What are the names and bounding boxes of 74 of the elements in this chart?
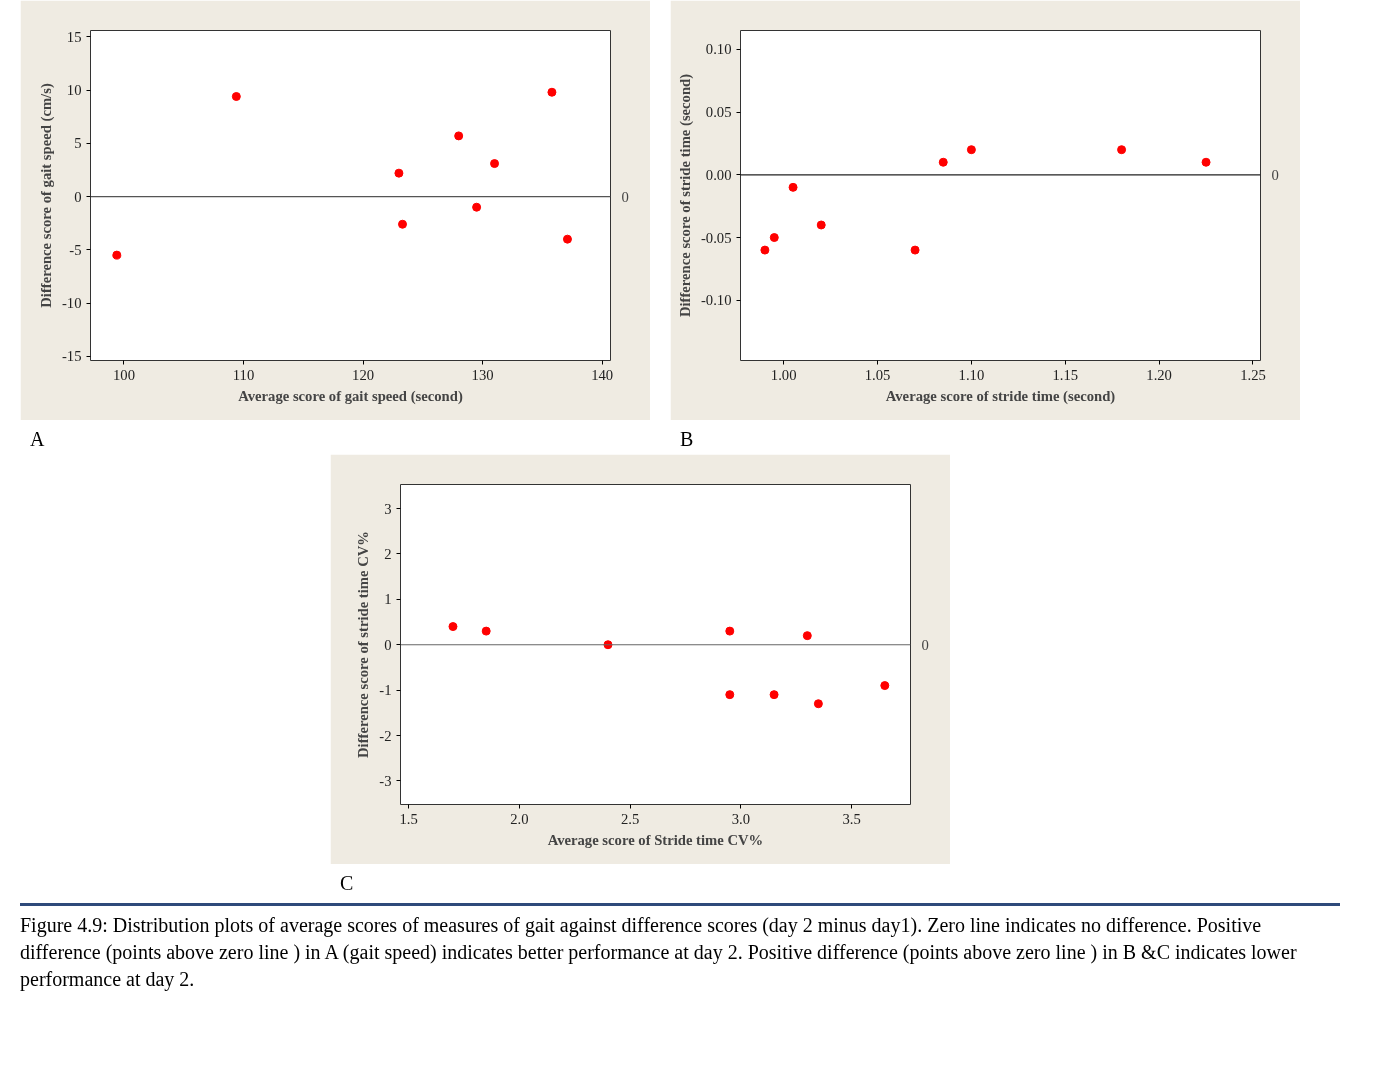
- x-tick-label: 140: [591, 366, 614, 383]
- x-tick-label: 130: [471, 366, 494, 383]
- point: [725, 626, 735, 636]
- y-axis-title: Difference score of stride time CV%: [355, 531, 372, 758]
- y-tick-label: -3: [379, 772, 392, 789]
- x-axis-title: Average score of Stride time CV%: [547, 831, 764, 848]
- x-tick-label: 3.0: [731, 810, 751, 827]
- x-tick-label: 1.25: [1240, 366, 1266, 383]
- y-tick-label: -2: [379, 727, 392, 744]
- point: [910, 245, 920, 255]
- point: [394, 168, 404, 178]
- point: [490, 159, 500, 169]
- y-tick-label: 0: [74, 188, 82, 205]
- point: [760, 245, 770, 255]
- x-tick-label: 1.15: [1052, 366, 1079, 383]
- point: [454, 131, 464, 141]
- x-tick-label: 100: [112, 366, 135, 383]
- y-tick-label: -0.10: [700, 292, 732, 309]
- y-tick-label: -0.05: [700, 229, 732, 246]
- point: [481, 626, 491, 636]
- y-tick-label: 10: [66, 82, 82, 99]
- y-tick-label: 3: [384, 500, 392, 517]
- point: [725, 690, 735, 700]
- y-tick-label: 15: [66, 28, 82, 45]
- text: A: [30, 428, 45, 450]
- point: [966, 145, 976, 155]
- y-tick-label: -5: [69, 241, 82, 258]
- point: [769, 690, 779, 700]
- y-tick-label: 1: [384, 591, 392, 608]
- x-tick-label: 3.5: [842, 810, 861, 827]
- caption: Figure 4.9: Distribution plots of average scores of measures of gait against difference scores (day 2 minus day1). Zero line indicates no difference. Positive difference (points above zero line ) in A (gait speed) indicates better performance at day 2. Positive difference (points above zero line ) in B &C indicates lower performance at day 2.: [20, 913, 1298, 993]
- x-tick-label: 1.10: [958, 366, 985, 383]
- point: [562, 234, 572, 244]
- y-tick-label: -15: [61, 348, 82, 365]
- text: C: [340, 872, 354, 894]
- y-axis-title: Difference score of stride time (second): [676, 73, 694, 318]
- point: [1201, 157, 1211, 167]
- y-tick-label: 0.00: [705, 166, 732, 183]
- ref-line-label: 0: [1271, 166, 1279, 183]
- point: [813, 699, 823, 709]
- y-axis-title: Difference score of gait speed (cm/s): [37, 83, 55, 308]
- y-tick-label: 2: [384, 545, 392, 562]
- x-tick-label: 2.5: [620, 810, 640, 827]
- x-tick-label: 2.0: [510, 810, 529, 827]
- point: [448, 622, 458, 632]
- point: [472, 202, 482, 212]
- x-tick-label: 1.20: [1146, 366, 1172, 383]
- x-tick-label: 1.05: [864, 366, 891, 383]
- point: [880, 681, 890, 691]
- point: [112, 250, 122, 260]
- x-axis-title: Average score of gait speed (second): [238, 387, 463, 405]
- y-tick-label: 0.05: [705, 104, 732, 121]
- point: [1117, 145, 1127, 155]
- point: [802, 631, 812, 641]
- y-tick-label: 0: [384, 636, 392, 653]
- point: [769, 233, 779, 243]
- y-tick-label: -1: [379, 682, 392, 699]
- x-tick-label: 110: [232, 366, 255, 383]
- y-tick-label: -10: [61, 295, 82, 312]
- x-tick-label: 1.00: [770, 366, 797, 383]
- point: [231, 92, 241, 101]
- point: [547, 87, 557, 97]
- x-tick-label: 1.5: [399, 810, 418, 827]
- point: [938, 157, 948, 167]
- point: [788, 182, 798, 192]
- y-tick-label: 0.10: [705, 41, 732, 58]
- x-axis-title: Average score of stride time (second): [885, 387, 1116, 405]
- point: [398, 219, 407, 229]
- text: B: [680, 428, 694, 450]
- ref-line-label: 0: [921, 636, 929, 653]
- ref-line-label: 0: [621, 188, 629, 205]
- y-tick-label: 5: [74, 135, 82, 152]
- x-tick-label: 120: [352, 366, 375, 383]
- point: [816, 220, 826, 230]
